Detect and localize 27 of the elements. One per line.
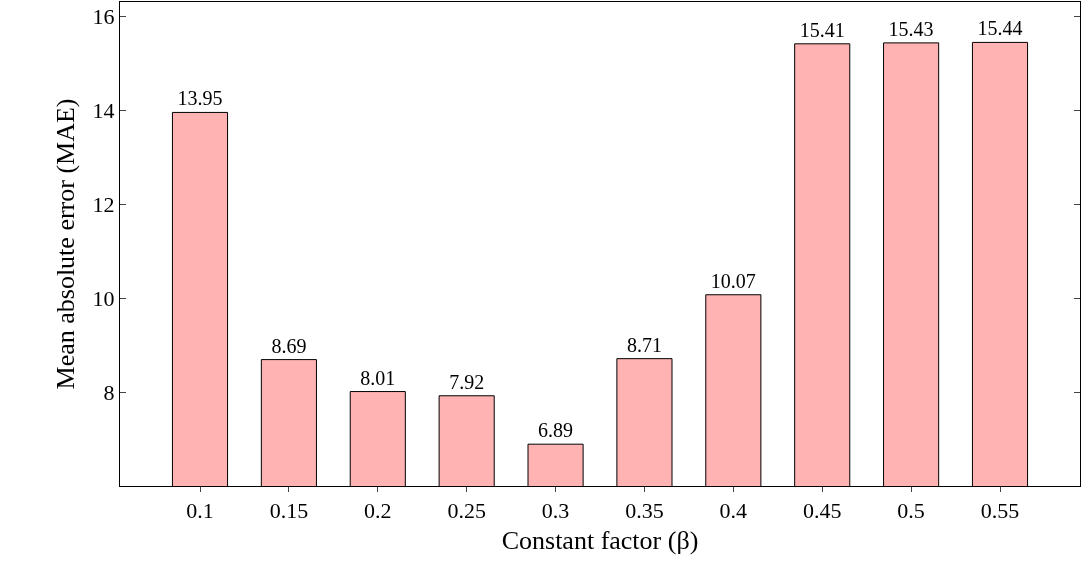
data-label: 8.01 [360,366,396,389]
y-tick-label: 8 [103,379,115,405]
data-label: 6.89 [538,419,574,442]
data-label: 10.07 [710,269,756,292]
x-axis-title: Constant factor (β) [501,526,699,556]
data-label: 8.69 [271,334,307,357]
x-tick-label: 0.3 [541,498,570,524]
y-tick-label: 10 [92,285,115,311]
data-label: 8.71 [626,333,662,356]
data-label: 13.95 [177,87,223,110]
x-tick-label: 0.4 [719,498,748,524]
x-tick-label: 0.15 [269,498,309,524]
data-label: 15.41 [799,18,845,41]
y-axis-title: Mean absolute error (MAE) [51,98,80,390]
x-tick-label: 0.2 [364,498,392,524]
x-tick-label: 0.25 [447,498,486,524]
x-tick-label: 0.55 [980,498,1020,524]
x-tick-label: 0.35 [625,498,664,524]
x-tick-label: 0.5 [897,498,925,524]
data-label: 7.92 [449,370,485,393]
x-tick-label: 0.45 [802,498,842,524]
y-tick-label: 12 [92,191,115,217]
data-label: 15.43 [888,17,934,40]
y-tick-label: 16 [92,3,115,29]
x-tick-label: 0.1 [186,498,214,524]
data-label: 15.44 [977,17,1023,40]
y-tick-label: 14 [92,97,115,123]
